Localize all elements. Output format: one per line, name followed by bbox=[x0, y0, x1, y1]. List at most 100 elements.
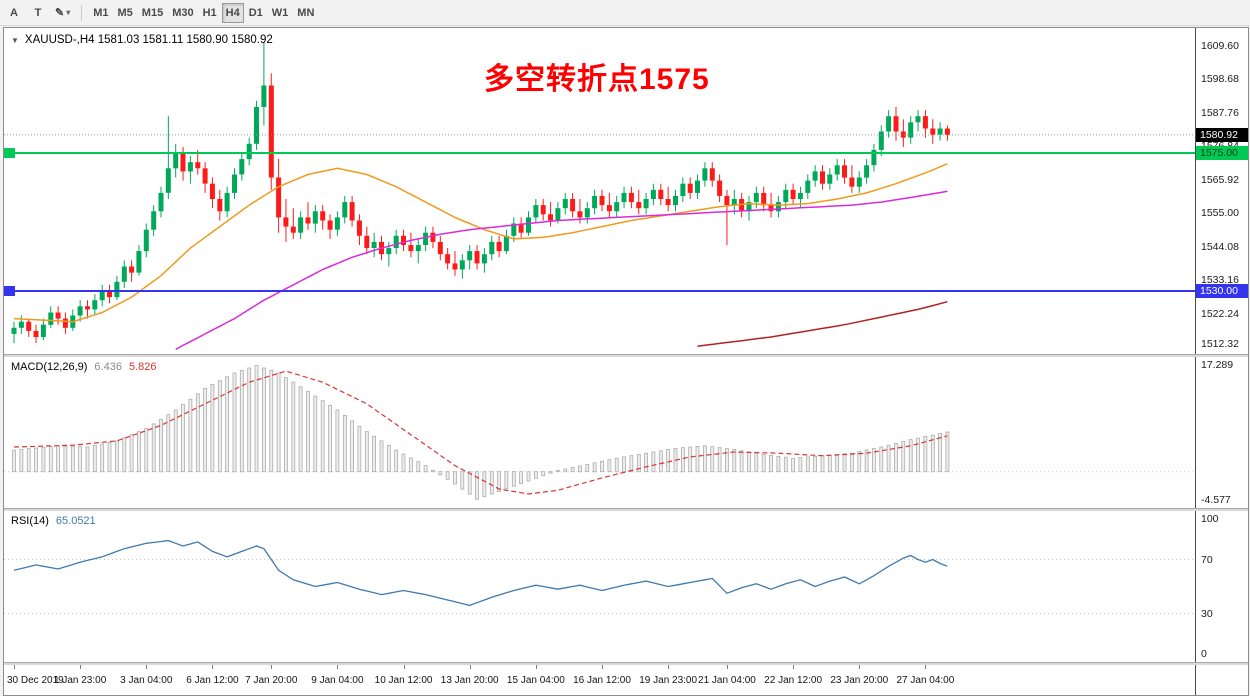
macd-row: MACD(12,26,9) 6.436 5.826 17.289 -4.577 bbox=[4, 357, 1248, 508]
time-tick bbox=[925, 665, 927, 669]
time-axis-label: 19 Jan 23:00 bbox=[639, 675, 698, 686]
toolbar: A T ✎ ▾ M1 M5 M15 M30 H1 H4 D1 W1 MN bbox=[0, 0, 1250, 26]
time-tick bbox=[668, 665, 670, 669]
ma-mid-magenta bbox=[175, 190, 948, 350]
price-axis-label: 1609.60 bbox=[1201, 39, 1239, 52]
collapse-icon[interactable]: ▼ bbox=[11, 35, 19, 45]
macd-axis-label: -4.577 bbox=[1201, 494, 1231, 506]
price-axis-label: 1533.16 bbox=[1201, 274, 1239, 287]
time-tick bbox=[859, 665, 861, 669]
rsi-panel[interactable]: RSI(14) 65.0521 bbox=[4, 511, 1195, 662]
macd-label: MACD(12,26,9) bbox=[11, 361, 88, 373]
timeframe-m5[interactable]: M5 bbox=[114, 3, 137, 23]
hline-left-marker bbox=[4, 148, 15, 158]
hline-price-tag: 1575.00 bbox=[1196, 146, 1248, 160]
price-axis-label: 1522.24 bbox=[1201, 307, 1239, 320]
rsi-title: RSI(14) 65.0521 bbox=[11, 515, 96, 527]
hline-left-marker bbox=[4, 286, 15, 297]
macd-panel[interactable]: MACD(12,26,9) 6.436 5.826 bbox=[4, 357, 1195, 508]
chart-annotation: 多空转折点1575 bbox=[484, 63, 710, 96]
brush-icon: ✎ bbox=[55, 7, 65, 19]
ma-slow-darkred bbox=[697, 300, 948, 347]
time-tick bbox=[212, 665, 214, 669]
time-tick bbox=[469, 665, 471, 669]
panel-separator[interactable] bbox=[4, 508, 1248, 511]
time-axis-label: 3 Jan 04:00 bbox=[120, 675, 173, 686]
rsi-axis[interactable]: 100 70 30 0 bbox=[1195, 511, 1248, 662]
time-axis-label: 10 Jan 12:00 bbox=[374, 675, 433, 686]
chevron-down-icon: ▾ bbox=[66, 8, 71, 17]
timeframe-m15[interactable]: M15 bbox=[138, 3, 167, 23]
price-axis-label: 1544.08 bbox=[1201, 240, 1239, 253]
time-axis-label: 23 Jan 20:00 bbox=[830, 675, 889, 686]
label-tool-button[interactable]: A bbox=[3, 3, 25, 23]
macd-axis-label: 17.289 bbox=[1201, 359, 1234, 371]
timeframe-h1[interactable]: H1 bbox=[199, 3, 221, 23]
macd-chart bbox=[4, 365, 1195, 500]
rsi-value: 65.0521 bbox=[55, 515, 96, 527]
timeframe-m30[interactable]: M30 bbox=[168, 3, 197, 23]
time-axis-label: 1 Jan 23:00 bbox=[54, 675, 107, 686]
time-tick bbox=[80, 665, 82, 669]
rsi-chart bbox=[4, 539, 1195, 614]
time-axis-label: 30 Dec 2019 bbox=[7, 675, 64, 686]
time-axis-label: 13 Jan 20:00 bbox=[440, 675, 499, 686]
time-tick bbox=[146, 665, 148, 669]
timeframe-d1[interactable]: D1 bbox=[245, 3, 267, 23]
brush-tool-button[interactable]: ✎ ▾ bbox=[51, 3, 74, 23]
panel-separator[interactable] bbox=[4, 354, 1248, 357]
time-tick bbox=[14, 665, 15, 669]
rsi-row: RSI(14) 65.0521 100 70 30 0 bbox=[4, 511, 1248, 662]
rsi-axis-label: 0 bbox=[1201, 648, 1207, 660]
time-tick bbox=[793, 665, 795, 669]
time-axis-label: 16 Jan 12:00 bbox=[573, 675, 631, 686]
timeframe-group: M1 M5 M15 M30 H1 H4 D1 W1 MN bbox=[89, 2, 318, 23]
symbol-title: ▼ XAUUSD-,H4 1581.03 1581.11 1580.90 158… bbox=[11, 34, 273, 46]
rsi-axis-label: 30 bbox=[1201, 607, 1213, 620]
rsi-axis-label: 100 bbox=[1201, 513, 1219, 525]
time-axis-label: 7 Jan 20:00 bbox=[245, 675, 298, 686]
hline-price-tag: 1530.00 bbox=[1196, 284, 1248, 298]
pointer-tool-button[interactable]: T bbox=[27, 3, 49, 23]
rsi-axis-label: 70 bbox=[1201, 553, 1213, 566]
macd-title: MACD(12,26,9) 6.436 5.826 bbox=[11, 361, 156, 373]
price-axis-label: 1598.68 bbox=[1201, 73, 1239, 86]
main-chart-row: ▼ XAUUSD-,H4 1581.03 1581.11 1580.90 158… bbox=[4, 28, 1248, 354]
time-tick bbox=[337, 665, 339, 669]
time-tick bbox=[403, 665, 405, 669]
rsi-label: RSI(14) bbox=[11, 515, 49, 527]
price-axis-label: 1565.92 bbox=[1201, 173, 1239, 186]
time-tick bbox=[602, 665, 603, 669]
chart-window: ▼ XAUUSD-,H4 1581.03 1581.11 1580.90 158… bbox=[3, 27, 1249, 696]
time-tick bbox=[271, 665, 273, 669]
time-axis-label: 9 Jan 04:00 bbox=[311, 675, 364, 686]
rsi-line bbox=[13, 539, 948, 607]
timeframe-h4[interactable]: H4 bbox=[221, 2, 244, 23]
time-tick bbox=[535, 665, 537, 669]
main-chart-plot[interactable]: ▼ XAUUSD-,H4 1581.03 1581.11 1580.90 158… bbox=[4, 28, 1195, 354]
time-axis-label: 22 Jan 12:00 bbox=[764, 675, 823, 686]
price-axis-label: 1555.00 bbox=[1201, 207, 1239, 220]
time-axis-label: 27 Jan 04:00 bbox=[896, 675, 955, 686]
macd-histogram-value: 6.436 bbox=[94, 361, 122, 373]
timeframe-mn[interactable]: MN bbox=[293, 3, 318, 23]
macd-histogram bbox=[12, 365, 950, 500]
time-axis-corner bbox=[1195, 665, 1248, 695]
time-axis[interactable]: 30 Dec 2019 1 Jan 23:00 3 Jan 04:00 6 Jan 1… bbox=[4, 665, 1195, 695]
time-axis-label: 21 Jan 04:00 bbox=[698, 675, 756, 686]
time-axis-label: 6 Jan 12:00 bbox=[186, 675, 239, 686]
price-axis-label: 1587.76 bbox=[1201, 106, 1239, 119]
macd-axis[interactable]: 17.289 -4.577 bbox=[1195, 357, 1248, 508]
time-axis-label: 15 Jan 04:00 bbox=[506, 675, 565, 686]
timeframe-m1[interactable]: M1 bbox=[89, 3, 112, 23]
candles-layer bbox=[11, 42, 950, 344]
price-axis-label: 1512.32 bbox=[1201, 338, 1239, 351]
panel-separator[interactable] bbox=[4, 662, 1248, 665]
price-axis[interactable]: 1609.601598.681587.761576.841565.921555.… bbox=[1195, 28, 1248, 354]
toolbar-separator bbox=[81, 4, 83, 21]
macd-signal-value: 5.826 bbox=[128, 361, 157, 373]
time-tick bbox=[726, 665, 728, 669]
candlestick-chart bbox=[4, 42, 1195, 350]
timeframe-w1[interactable]: W1 bbox=[268, 3, 293, 23]
time-axis-row: 30 Dec 2019 1 Jan 23:00 3 Jan 04:00 6 Jan 1… bbox=[4, 665, 1248, 695]
